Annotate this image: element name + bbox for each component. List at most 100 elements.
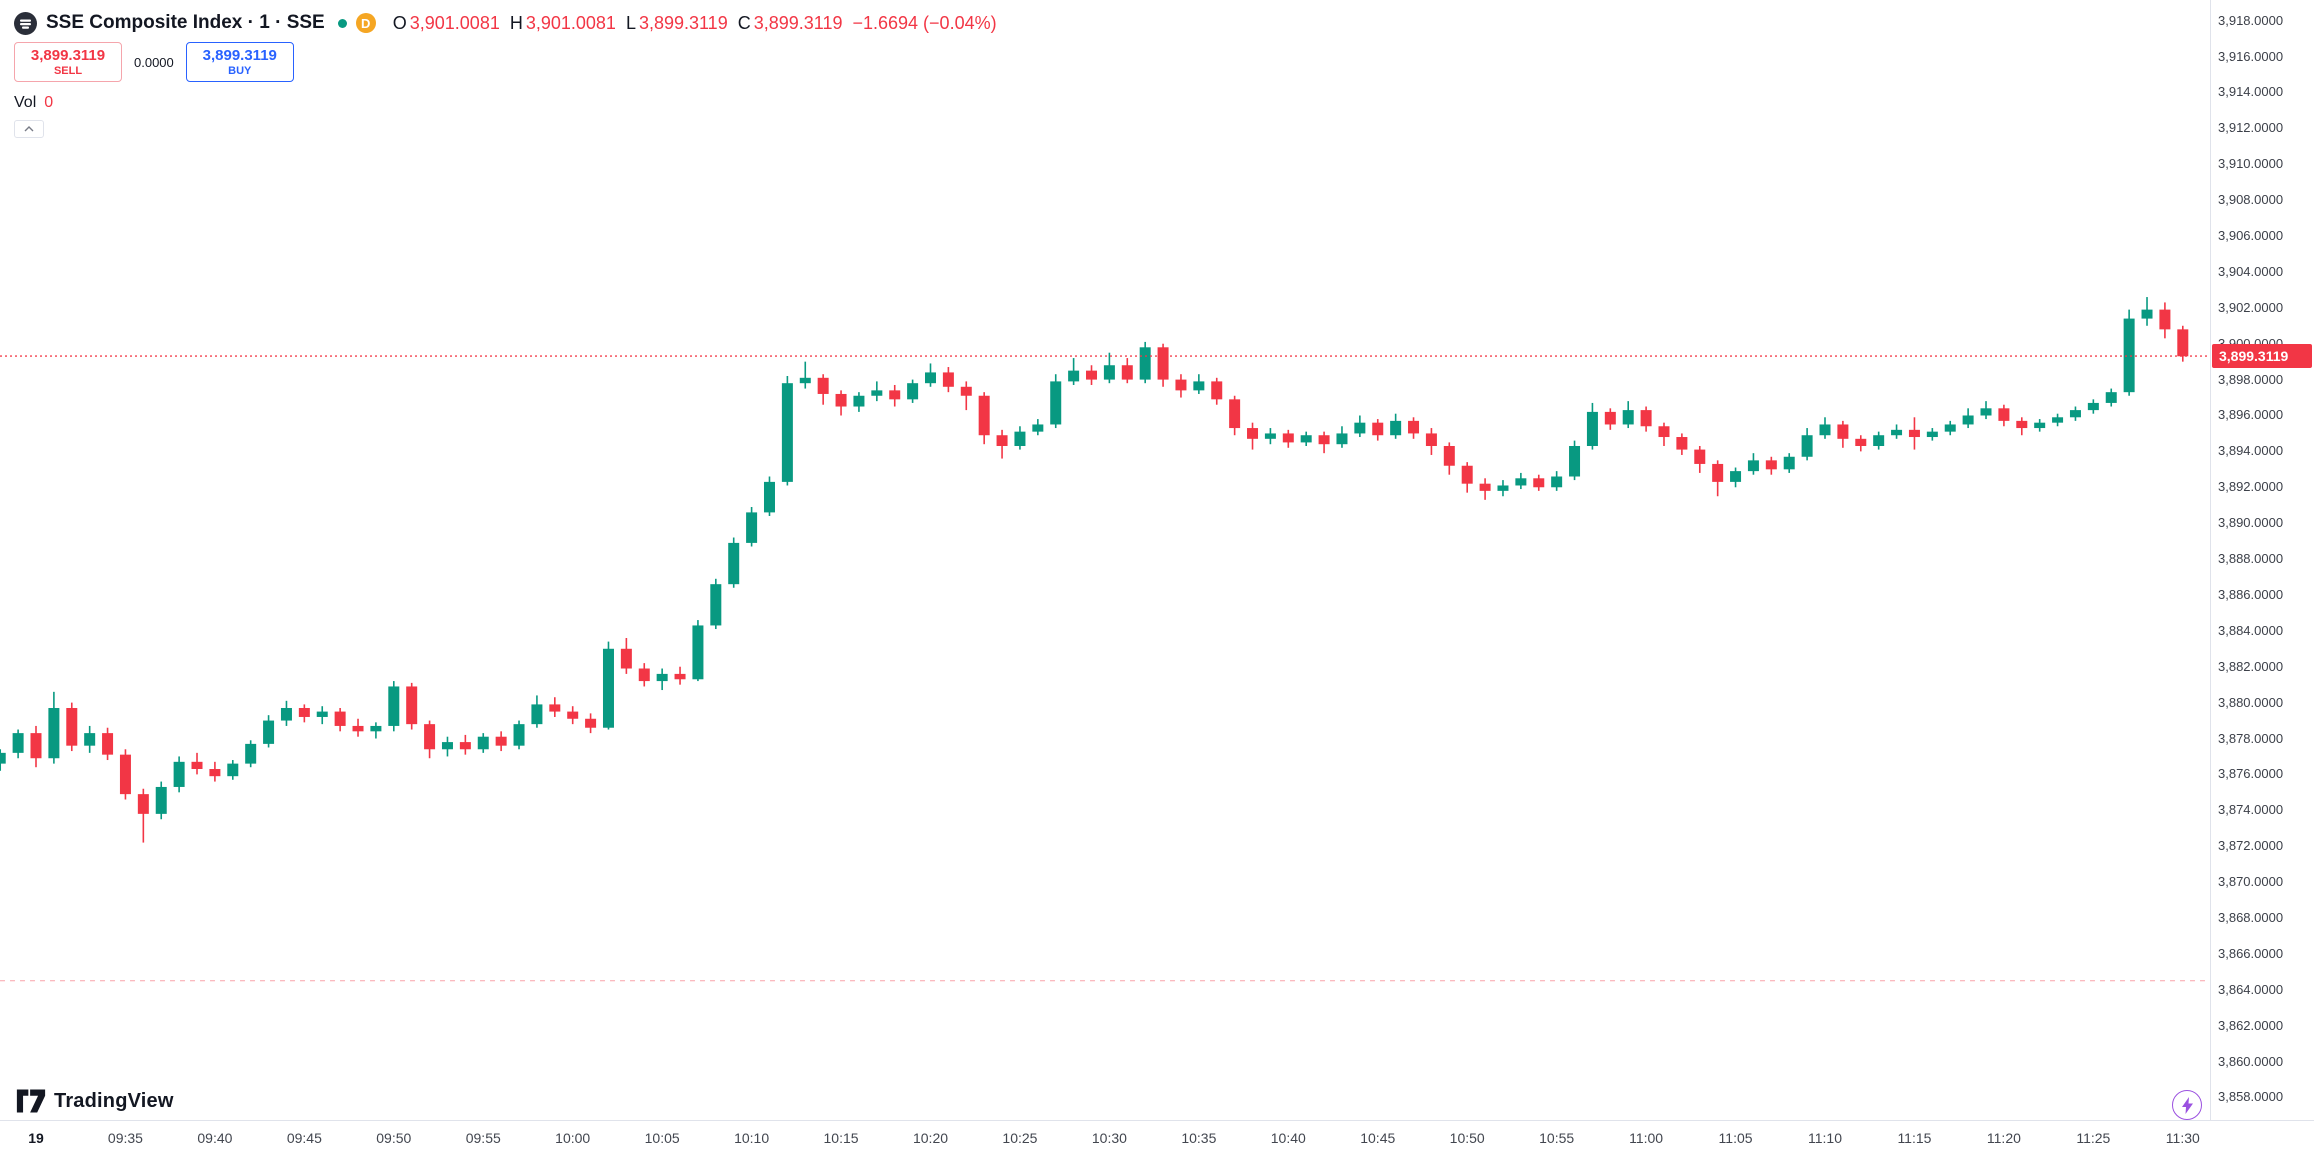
tradingview-logo-text: TradingView xyxy=(54,1089,174,1112)
candle xyxy=(316,706,328,725)
candle xyxy=(1730,467,1742,488)
time-tick-label: 10:30 xyxy=(1091,1130,1127,1146)
volume-label: Vol xyxy=(14,94,37,111)
candle xyxy=(1103,352,1115,384)
price-tick-label: 3,894.0000 xyxy=(2218,443,2284,459)
candle xyxy=(1443,442,1455,475)
close-value: 3,899.3119 xyxy=(753,12,843,33)
price-axis[interactable]: 3,918.0000 3,916.0000 3,914.0000 3,912.0000… xyxy=(2210,0,2314,1120)
sell-price: 3,899.3119 xyxy=(30,46,106,64)
lightning-bolt-icon xyxy=(2181,1096,2193,1114)
candle xyxy=(781,376,793,486)
candle xyxy=(1658,422,1670,446)
candle xyxy=(710,578,722,630)
chart-legend: SSE Composite Index · 1 · SSE D O 3,901.0… xyxy=(14,10,997,138)
time-tick-label: 11:25 xyxy=(2076,1130,2111,1146)
candle xyxy=(2087,399,2099,414)
candle xyxy=(1622,401,1634,429)
change-value: −1.6694 (−0.04%) xyxy=(852,12,997,33)
time-tick-label: 11:05 xyxy=(1718,1130,1753,1146)
price-tick-label: 3,874.0000 xyxy=(2218,802,2284,818)
time-tick-label: 09:40 xyxy=(197,1130,233,1146)
tradingview-mark-icon xyxy=(16,1089,46,1113)
price-tick-label: 3,914.0000 xyxy=(2218,84,2284,100)
candle xyxy=(1676,433,1688,455)
candle xyxy=(441,736,453,757)
sell-label: SELL xyxy=(53,64,83,77)
price-tick-label: 3,878.0000 xyxy=(2218,730,2284,746)
time-tick-label: 10:35 xyxy=(1181,1130,1217,1146)
candle xyxy=(620,638,632,674)
ohlc-values: O 3,901.0081 H 3,901.0081 L 3,899.3119 C 3,8… xyxy=(393,13,997,34)
candle xyxy=(1086,365,1098,385)
candle xyxy=(763,476,775,516)
chart-canvas[interactable] xyxy=(0,0,2210,1120)
candle xyxy=(567,706,579,725)
candle xyxy=(209,761,221,782)
candle xyxy=(84,725,96,753)
volume-value: 0 xyxy=(44,94,54,111)
candle xyxy=(1837,420,1849,448)
candle xyxy=(1050,374,1062,429)
candle xyxy=(1944,420,1956,436)
candle xyxy=(674,666,686,685)
buy-button[interactable]: 3,899.3119 BUY xyxy=(185,42,294,82)
time-tick-label: 09:45 xyxy=(286,1130,322,1146)
trade-panel: 3,899.3119 SELL 0.0000 3,899.3119 BUY xyxy=(14,42,997,82)
candle xyxy=(1497,480,1509,497)
price-tick-label: 3,902.0000 xyxy=(2218,299,2284,315)
candle xyxy=(1765,456,1777,475)
candle xyxy=(531,695,543,728)
symbol-title[interactable]: SSE Composite Index · 1 · SSE xyxy=(46,12,325,33)
candle xyxy=(173,756,185,793)
candle xyxy=(925,363,936,387)
price-tick-label: 3,882.0000 xyxy=(2218,658,2284,674)
candle xyxy=(191,752,203,775)
price-tick-label: 3,890.0000 xyxy=(2218,515,2284,531)
low-value: 3,899.3119 xyxy=(638,12,728,33)
candle xyxy=(1640,406,1652,432)
time-tick-label: 10:40 xyxy=(1270,1130,1306,1146)
time-tick-label: 11:00 xyxy=(1629,1130,1664,1146)
candle xyxy=(1032,419,1044,436)
open-label: O xyxy=(392,12,407,33)
candle xyxy=(155,781,167,820)
candle xyxy=(352,718,364,737)
high-value: 3,901.0081 xyxy=(525,12,616,33)
time-axis[interactable]: 19 09:35 09:40 09:45 09:50 09:55 10:00 10:05 10:… xyxy=(0,1120,2314,1156)
candle xyxy=(388,681,400,732)
candle xyxy=(1461,462,1473,493)
candle xyxy=(799,361,811,389)
candle xyxy=(978,392,990,445)
symbol-logo-icon xyxy=(14,11,37,35)
candle xyxy=(1569,440,1581,481)
sell-button[interactable]: 3,899.3119 SELL xyxy=(14,42,122,82)
price-tick-label: 3,918.0000 xyxy=(2218,12,2284,28)
price-tick-label: 3,908.0000 xyxy=(2218,192,2284,208)
time-tick-label: 11:15 xyxy=(1897,1130,1932,1146)
time-tick-label: 10:45 xyxy=(1360,1130,1396,1146)
candle xyxy=(1175,374,1187,398)
time-tick-label: 10:25 xyxy=(1002,1130,1038,1146)
time-tick-label: 11:20 xyxy=(1986,1130,2021,1146)
candle xyxy=(602,641,614,730)
delayed-data-badge[interactable]: D xyxy=(355,13,376,33)
price-tick-label: 3,864.0000 xyxy=(2218,981,2284,997)
lightning-badge[interactable] xyxy=(2172,1090,2202,1120)
candle xyxy=(1819,417,1831,439)
high-label: H xyxy=(509,12,523,33)
collapse-legend-button[interactable] xyxy=(14,120,44,138)
close-label: C xyxy=(737,12,751,33)
candle xyxy=(1586,402,1598,450)
price-tick-label: 3,886.0000 xyxy=(2218,586,2284,602)
candle xyxy=(48,691,60,764)
candle xyxy=(280,700,292,726)
candle xyxy=(2177,325,2189,362)
tradingview-logo[interactable]: TradingView xyxy=(16,1088,174,1114)
candlestick-chart xyxy=(0,297,2210,982)
candle xyxy=(889,384,901,407)
candle xyxy=(513,720,525,750)
time-tick-label: 11:10 xyxy=(1808,1130,1842,1146)
candle xyxy=(1926,428,1938,441)
